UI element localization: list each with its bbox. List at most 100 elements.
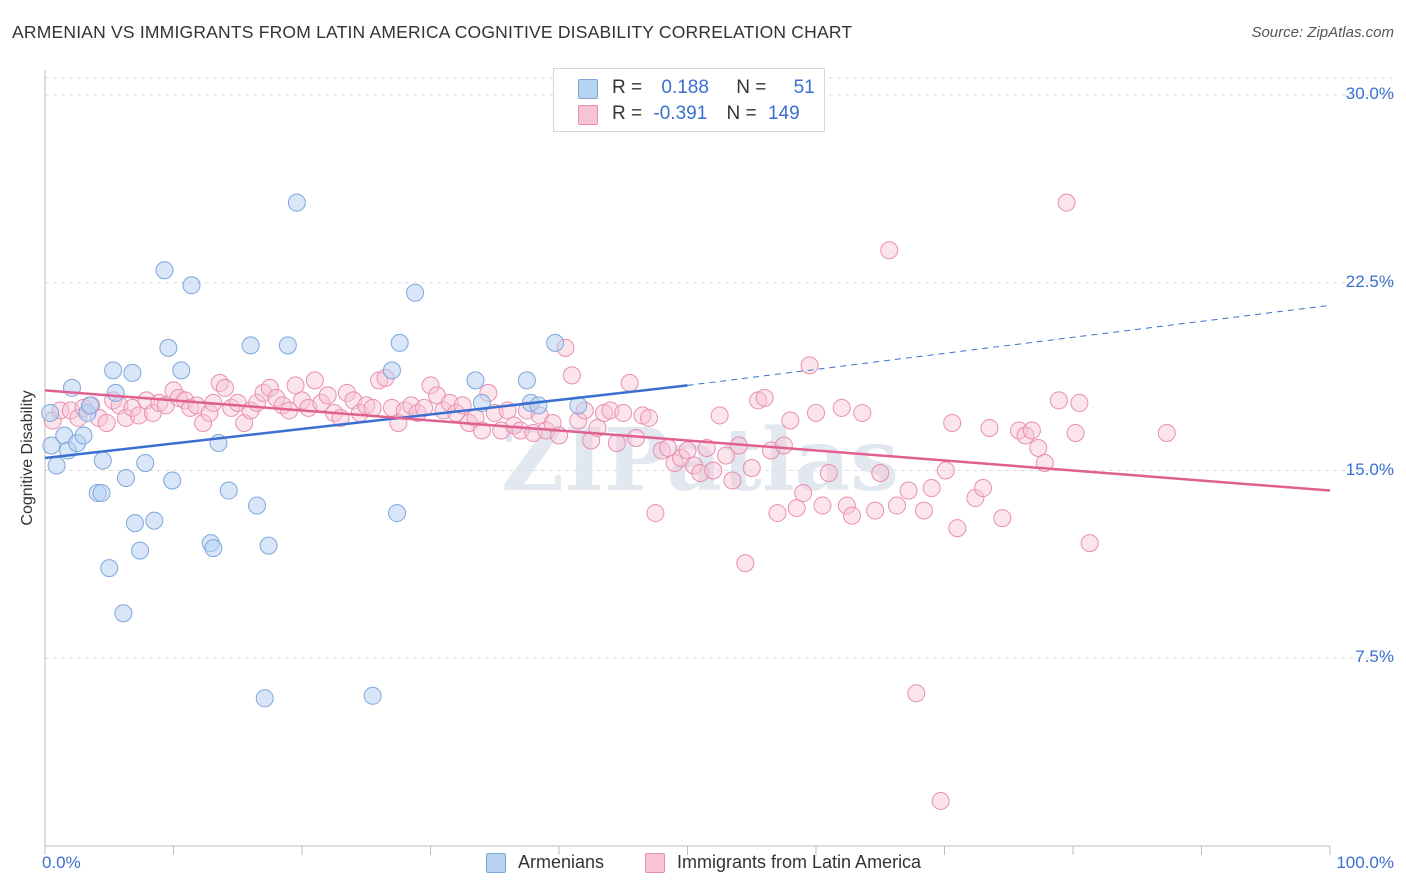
bottom-legend-swatch-latin-america: [645, 853, 665, 873]
armenian-point-29: [204, 539, 223, 558]
latin-america-point-45: [337, 383, 356, 402]
armenian-point-15: [106, 383, 125, 402]
latin-america-point-104: [717, 446, 736, 465]
latin-america-point-34: [267, 388, 286, 407]
latin-america-point-128: [887, 496, 906, 515]
latin-america-point-147: [1057, 193, 1076, 212]
latin-america-point-123: [842, 506, 861, 525]
legend-swatch-latin-america: [578, 105, 598, 125]
latin-america-point-135: [943, 413, 962, 432]
armenian-point-31: [219, 481, 238, 500]
latin-america-point-25: [210, 373, 229, 392]
latin-america-point-99: [684, 456, 703, 475]
y-axis-label: Cognitive Disability: [19, 390, 36, 526]
bottom-legend-swatch-armenians: [486, 853, 506, 873]
latin-america-point-118: [807, 403, 825, 422]
latin-america-point-88: [614, 403, 633, 422]
legend-r-label: R =: [612, 103, 643, 124]
latin-america-point-58: [421, 376, 440, 395]
armenian-point-0: [41, 403, 60, 422]
latin-america-point-149: [1070, 393, 1089, 412]
latin-america-point-110: [755, 388, 774, 407]
armenian-point-27: [182, 276, 201, 295]
latin-america-point-108: [742, 459, 761, 478]
latin-america-point-11: [123, 398, 142, 417]
latin-america-point-151: [1157, 423, 1176, 442]
latin-america-point-87: [607, 433, 626, 452]
legend-n-label: N =: [726, 103, 757, 124]
armenian-point-13: [100, 559, 119, 578]
latin-america-trend-line: [44, 389, 1331, 492]
latin-america-point-40: [305, 371, 324, 390]
armenian-point-41: [390, 333, 409, 352]
latin-america-point-101: [697, 438, 716, 457]
latin-america-point-138: [974, 479, 993, 498]
latin-america-point-22: [194, 413, 213, 432]
legend-n-label: N =: [736, 77, 767, 98]
y-tick-label-2: 15.0%: [1345, 459, 1394, 479]
armenian-point-1: [42, 436, 61, 455]
latin-america-point-144: [1029, 438, 1048, 457]
y-tick-label-1: 22.5%: [1345, 271, 1394, 291]
latin-america-point-115: [787, 499, 806, 518]
bottom-legend-label-armenians: Armenians: [518, 852, 605, 872]
latin-america-point-37: [286, 376, 305, 395]
latin-america-point-33: [260, 378, 279, 397]
armenian-point-42: [406, 283, 425, 302]
armenian-point-20: [131, 541, 150, 560]
armenian-point-25: [163, 471, 182, 490]
armenian-point-38: [363, 686, 382, 705]
latin-america-point-132: [922, 479, 941, 498]
latin-america-point-150: [1080, 534, 1099, 553]
latin-america-point-120: [819, 464, 838, 483]
armenian-point-36: [278, 336, 297, 355]
latin-america-point-26: [215, 378, 234, 397]
latin-america-point-134: [936, 461, 955, 480]
y-tick-label-0: 30.0%: [1345, 84, 1394, 104]
latin-america-point-93: [646, 504, 665, 523]
legend-r-value: -0.391: [653, 103, 708, 124]
latin-america-point-49: [363, 398, 382, 417]
armenian-point-33: [248, 496, 267, 515]
armenian-point-47: [529, 396, 548, 415]
latin-america-point-148: [1066, 423, 1085, 442]
latin-america-point-7: [97, 413, 116, 432]
latin-america-point-140: [993, 509, 1012, 528]
latin-america-points: [43, 193, 1176, 810]
latin-america-point-122: [837, 496, 856, 515]
latin-america-point-124: [853, 403, 872, 422]
latin-america-point-57: [415, 398, 434, 417]
latin-america-point-42: [318, 386, 337, 405]
x-tick-label-min: 0.0%: [42, 853, 81, 872]
armenian-point-22: [145, 511, 164, 530]
chart-source: Source: ZipAtlas.com: [1251, 24, 1394, 41]
bottom-legend-label-latin-america: Immigrants from Latin America: [677, 852, 922, 872]
latin-america-point-102: [704, 461, 723, 480]
latin-america-point-38: [293, 391, 311, 410]
armenian-point-39: [382, 361, 401, 380]
latin-america-point-139: [980, 418, 999, 437]
legend-swatch-armenians: [578, 79, 598, 99]
legend-n-value: 149: [767, 103, 800, 124]
latin-america-point-107: [736, 554, 755, 573]
stats-legend: R = 0.188 N = 51 R = -0.391 N = 149: [553, 68, 825, 132]
latin-america-point-116: [794, 484, 813, 503]
latin-america-point-80: [562, 366, 581, 385]
armenian-point-23: [155, 261, 174, 280]
armenian-point-11: [92, 484, 111, 503]
armenian-point-2: [47, 456, 66, 475]
latin-america-point-92: [639, 408, 658, 427]
armenian-point-12: [93, 451, 112, 470]
latin-america-point-103: [710, 406, 729, 425]
latin-america-point-131: [914, 501, 933, 520]
armenian-point-7: [74, 426, 93, 445]
trend-lines: [44, 304, 1331, 492]
latin-america-point-114: [781, 411, 800, 430]
armenian-point-14: [104, 361, 123, 380]
armenian-point-35: [259, 536, 278, 555]
legend-r-label: R =: [612, 77, 643, 98]
latin-america-point-113: [774, 436, 793, 455]
latin-america-point-130: [907, 684, 926, 703]
latin-america-point-119: [813, 496, 832, 515]
latin-america-point-137: [966, 489, 985, 508]
